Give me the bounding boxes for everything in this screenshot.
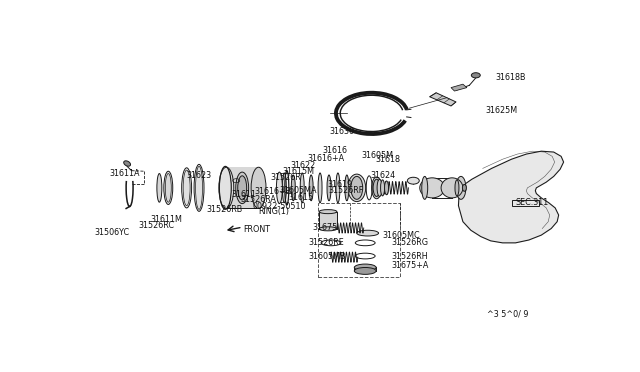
Ellipse shape [455, 180, 459, 196]
Text: 31605MA: 31605MA [280, 186, 317, 195]
Text: 31611M: 31611M [150, 215, 182, 224]
Ellipse shape [282, 173, 286, 203]
Ellipse shape [182, 168, 191, 208]
Ellipse shape [356, 230, 379, 236]
Ellipse shape [300, 173, 304, 203]
Ellipse shape [420, 178, 445, 198]
Text: 31618: 31618 [376, 155, 401, 164]
Text: 31526RA: 31526RA [240, 195, 276, 204]
Text: 31526R: 31526R [270, 173, 301, 182]
Ellipse shape [319, 227, 337, 231]
Text: 31526RG: 31526RG [392, 238, 429, 247]
Ellipse shape [348, 174, 365, 202]
Ellipse shape [157, 173, 162, 202]
Ellipse shape [345, 175, 349, 201]
Bar [511, 200, 539, 206]
Text: 31526RE: 31526RE [308, 238, 344, 247]
Ellipse shape [373, 179, 380, 196]
Text: 31618B: 31618B [495, 73, 526, 82]
Ellipse shape [456, 176, 466, 199]
Text: SEC.311: SEC.311 [515, 198, 548, 207]
Text: 31675: 31675 [312, 223, 337, 232]
Ellipse shape [327, 175, 331, 201]
Text: 31616+A: 31616+A [307, 154, 344, 163]
Ellipse shape [251, 167, 266, 208]
Ellipse shape [441, 178, 463, 198]
Text: ^3 5^0/ 9: ^3 5^0/ 9 [486, 310, 528, 318]
Text: 31526RC: 31526RC [138, 221, 175, 230]
Ellipse shape [309, 175, 313, 201]
Ellipse shape [319, 210, 337, 214]
Text: RING(1): RING(1) [259, 208, 289, 217]
Text: 31622: 31622 [291, 161, 316, 170]
Text: 31624: 31624 [371, 171, 396, 180]
Circle shape [471, 73, 480, 78]
Text: 31623: 31623 [187, 171, 212, 180]
Polygon shape [458, 151, 564, 243]
Bar [227, 167, 259, 208]
Text: 00922-50510: 00922-50510 [253, 202, 306, 211]
Ellipse shape [351, 176, 363, 199]
Text: 31605M: 31605M [361, 151, 393, 160]
Text: 31675+A: 31675+A [392, 261, 429, 270]
Ellipse shape [219, 167, 234, 208]
Ellipse shape [318, 173, 322, 203]
Ellipse shape [355, 267, 376, 275]
Text: FRONT: FRONT [244, 225, 271, 234]
Ellipse shape [291, 175, 295, 201]
Ellipse shape [196, 166, 202, 209]
Text: 31611A: 31611A [110, 169, 140, 178]
Text: 31630: 31630 [330, 126, 355, 136]
Bar [318, 203, 400, 277]
Ellipse shape [165, 173, 172, 202]
Ellipse shape [355, 264, 376, 271]
Text: 31526RB: 31526RB [207, 205, 243, 214]
Polygon shape [451, 84, 467, 91]
Text: 31526RF: 31526RF [328, 186, 364, 195]
Text: 31615: 31615 [288, 193, 314, 202]
Text: 31616+B: 31616+B [255, 187, 292, 196]
Ellipse shape [372, 177, 381, 199]
Ellipse shape [422, 176, 428, 199]
Ellipse shape [237, 176, 246, 200]
Polygon shape [429, 93, 456, 106]
Ellipse shape [194, 164, 204, 211]
Text: 31605MC: 31605MC [383, 231, 420, 240]
Text: 31506YC: 31506YC [95, 228, 130, 237]
Text: 31615M: 31615M [282, 167, 314, 176]
Ellipse shape [381, 180, 385, 196]
Ellipse shape [385, 181, 388, 195]
Text: 31619: 31619 [327, 180, 352, 189]
Ellipse shape [463, 185, 467, 191]
Ellipse shape [336, 173, 340, 203]
Ellipse shape [183, 170, 190, 206]
Ellipse shape [164, 171, 173, 205]
Text: 31616: 31616 [322, 146, 347, 155]
Ellipse shape [276, 172, 282, 203]
Circle shape [408, 177, 419, 184]
Ellipse shape [236, 172, 248, 203]
Ellipse shape [377, 179, 382, 196]
Text: 31605MB: 31605MB [308, 251, 346, 260]
Text: 31611: 31611 [231, 190, 256, 199]
Ellipse shape [124, 161, 131, 166]
Text: 31526RH: 31526RH [392, 251, 428, 260]
Bar [319, 212, 337, 229]
Text: 31625M: 31625M [486, 106, 518, 115]
